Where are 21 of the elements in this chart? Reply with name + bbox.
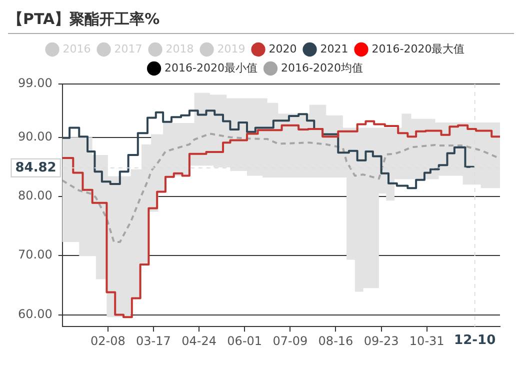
ref-line-label: 12-10 [454, 332, 496, 348]
x-tick-label: 03-17 [136, 334, 171, 348]
legend-label: 2016-2020最小值 [164, 61, 258, 74]
y-tick-label: 70.00 [18, 248, 52, 262]
legend-label: 2021 [320, 42, 348, 56]
ref-line-label: 84.82 [15, 160, 56, 176]
x-tick-label: 10-31 [409, 334, 444, 348]
chart-title: 【PTA】聚酯开工率% [8, 8, 514, 34]
y-tick-label: 60.00 [18, 306, 52, 321]
legend-label: 2020 [268, 42, 297, 56]
y-tick-label: 99.00 [18, 76, 52, 90]
y-tick-label: 90.00 [18, 129, 52, 144]
legend-label: 2016-2020均值 [281, 61, 363, 74]
x-tick-label: 04-24 [182, 334, 216, 348]
x-tick-label: 07-09 [272, 334, 308, 348]
x-tick-label: 08-16 [318, 334, 354, 348]
legend-label: 2016-2020最大值 [372, 42, 465, 56]
x-tick-label: 02-08 [90, 334, 126, 348]
y-tick-label: 80.00 [18, 188, 52, 203]
x-tick-label: 06-01 [227, 334, 262, 348]
x-tick-label: 09-23 [364, 334, 399, 348]
